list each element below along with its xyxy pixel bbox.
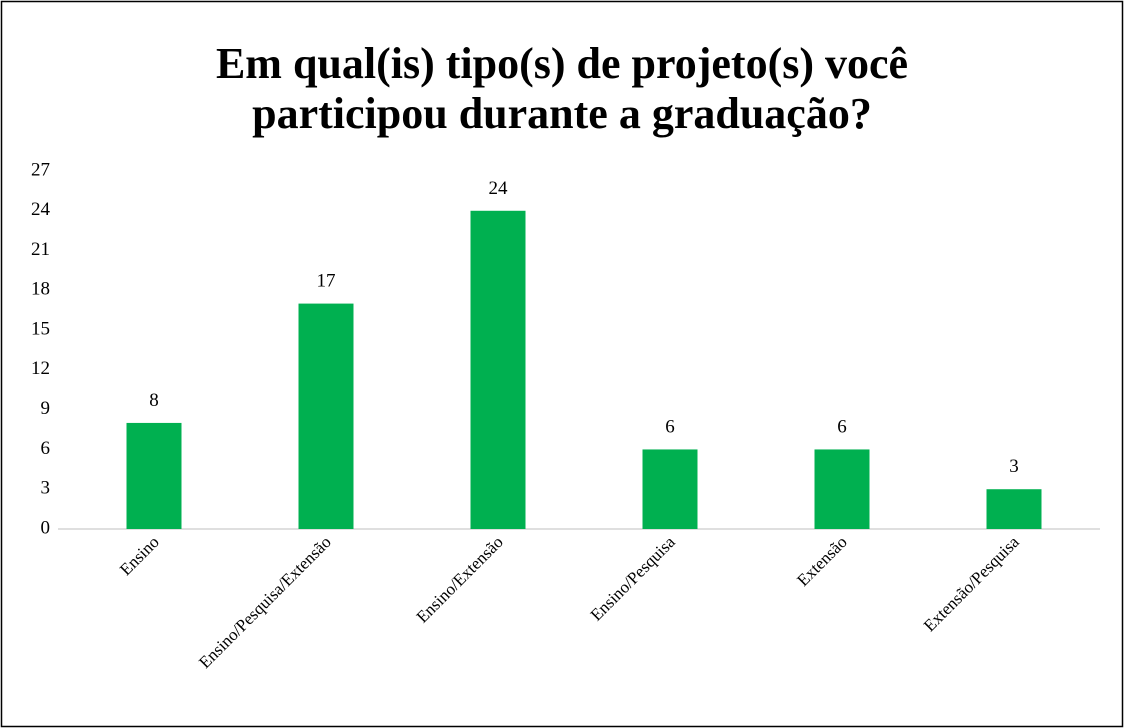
data-label: 6 [837,416,847,437]
y-tick-label: 27 [31,159,50,180]
bar [814,449,870,529]
data-label: 24 [489,178,509,199]
y-tick-label: 18 [31,279,50,300]
y-tick-label: 3 [41,478,51,499]
data-label: 17 [317,271,336,292]
y-tick-label: 24 [31,199,51,220]
y-tick-label: 21 [31,239,50,260]
y-tick-label: 6 [41,438,51,459]
bar [126,422,182,529]
data-label: 3 [1009,456,1019,477]
data-label: 8 [149,390,159,411]
chart-title: Em qual(is) tipo(s) de projeto(s) você [216,39,908,88]
bar [470,210,526,529]
y-tick-label: 9 [41,398,51,419]
y-tick-label: 15 [31,318,50,339]
chart-title: participou durante a graduação? [252,89,872,138]
data-label: 6 [665,416,675,437]
bar [642,449,698,529]
bar [298,303,354,529]
bar [986,489,1042,529]
y-tick-label: 12 [31,358,50,379]
y-tick-label: 0 [41,517,51,538]
